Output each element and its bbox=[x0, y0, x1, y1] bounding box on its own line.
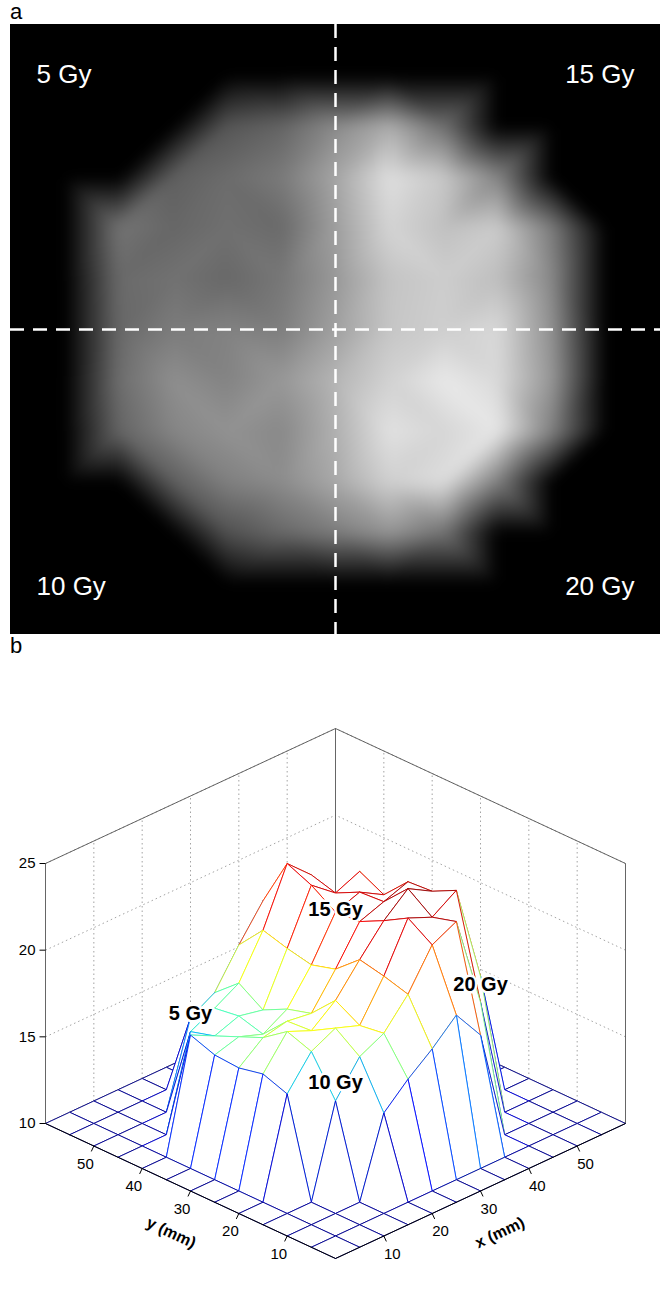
svg-text:20: 20 bbox=[432, 1222, 449, 1239]
svg-text:10: 10 bbox=[19, 1114, 36, 1131]
html-text:a: a bbox=[10, 0, 23, 24]
svg-text:x (mm): x (mm) bbox=[472, 1214, 527, 1252]
html-text:b: b bbox=[10, 633, 23, 658]
svg-text:20: 20 bbox=[222, 1222, 239, 1239]
svg-text:10 Gy: 10 Gy bbox=[37, 571, 106, 601]
svg-text:40: 40 bbox=[125, 1177, 142, 1194]
svg-text:30: 30 bbox=[481, 1200, 498, 1217]
svg-text:20: 20 bbox=[19, 941, 36, 958]
svg-text:15: 15 bbox=[19, 1028, 36, 1045]
svg-text:10: 10 bbox=[384, 1245, 401, 1262]
svg-text:25: 25 bbox=[19, 854, 36, 871]
svg-text:20 Gy: 20 Gy bbox=[453, 973, 508, 995]
svg-text:20 Gy: 20 Gy bbox=[565, 571, 634, 601]
svg-text:50: 50 bbox=[77, 1155, 94, 1172]
svg-text:40: 40 bbox=[529, 1177, 546, 1194]
svg-text:50: 50 bbox=[577, 1155, 594, 1172]
svg-text:15 Gy: 15 Gy bbox=[565, 59, 634, 89]
svg-text:10 Gy: 10 Gy bbox=[308, 1071, 363, 1093]
svg-text:5 Gy: 5 Gy bbox=[169, 1002, 213, 1024]
svg-text:y (mm): y (mm) bbox=[144, 1214, 199, 1252]
svg-text:15 Gy: 15 Gy bbox=[308, 898, 363, 920]
svg-text:10: 10 bbox=[270, 1245, 287, 1262]
svg-text:5 Gy: 5 Gy bbox=[37, 59, 92, 89]
svg-text:30: 30 bbox=[174, 1200, 191, 1217]
